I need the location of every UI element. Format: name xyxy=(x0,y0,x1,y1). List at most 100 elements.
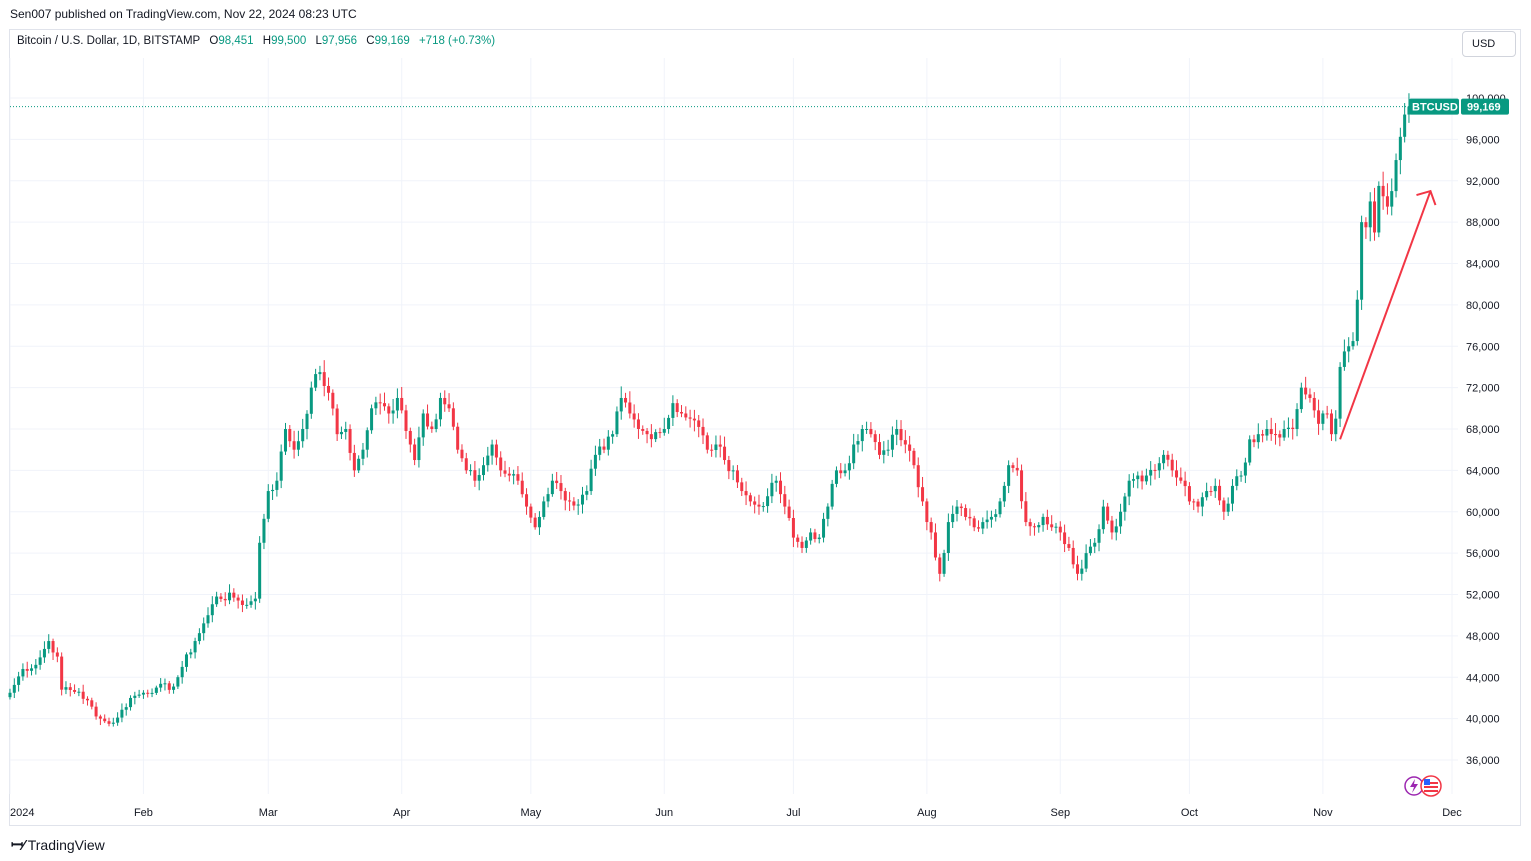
candle-body xyxy=(951,513,955,523)
candle-body xyxy=(860,429,864,442)
candle-body xyxy=(1136,475,1140,480)
change-value: +718 (+0.73%) xyxy=(418,35,496,47)
candle-body xyxy=(141,692,145,695)
candle-body xyxy=(598,446,602,455)
candle-body xyxy=(245,604,249,606)
candle-body xyxy=(748,495,752,502)
candle-body xyxy=(103,718,107,722)
footer-brand[interactable]: ꟷ⁄ TradingView xyxy=(11,835,105,855)
x-tick-label: Sep xyxy=(1051,807,1071,819)
candle-body xyxy=(374,402,378,409)
y-tick-label: 68,000 xyxy=(1466,424,1500,436)
candle-body xyxy=(1355,299,1359,342)
candle-body xyxy=(1381,185,1385,197)
candle-body xyxy=(1037,525,1041,528)
candle-body xyxy=(869,428,873,435)
candle-body xyxy=(933,532,937,558)
candle-body xyxy=(826,506,830,519)
candle-body xyxy=(529,506,533,518)
price-tag: BTCUSD 99,169 xyxy=(1409,98,1509,115)
candle-body xyxy=(1390,191,1394,207)
candle-body xyxy=(339,431,343,435)
candle-body xyxy=(994,514,998,517)
candle-body xyxy=(133,695,137,698)
candle-body xyxy=(770,482,774,497)
x-tick-label: Nov xyxy=(1313,807,1333,819)
y-tick-label: 64,000 xyxy=(1466,465,1500,477)
candle-body xyxy=(688,417,692,419)
candle-body xyxy=(395,397,399,411)
candle-body xyxy=(740,482,744,492)
symbol-name[interactable]: Bitcoin / U.S. Dollar, 1D, BITSTAMP xyxy=(17,35,201,47)
candle-body xyxy=(361,449,365,459)
candle-body xyxy=(473,470,477,481)
candle-body xyxy=(1209,491,1213,493)
candle-body xyxy=(1252,439,1256,443)
candle-body xyxy=(38,657,42,665)
candle-body xyxy=(283,429,287,452)
candle-body xyxy=(512,474,516,476)
candle-body xyxy=(679,412,684,414)
candle-body xyxy=(163,683,167,685)
candle-body xyxy=(137,694,141,696)
candle-body xyxy=(253,598,257,602)
candle-body xyxy=(744,491,748,496)
x-tick-label: Mar xyxy=(259,807,278,819)
candle-body xyxy=(236,597,240,601)
candle-body xyxy=(628,402,632,414)
candle-body xyxy=(718,444,722,447)
candle-body xyxy=(146,692,150,694)
candle-body xyxy=(1015,467,1019,471)
candle-body xyxy=(232,592,236,598)
candle-body xyxy=(322,372,326,386)
candle-body xyxy=(981,522,985,529)
price-tag-ticker: BTCUSD xyxy=(1412,102,1458,114)
candle-body xyxy=(219,596,223,599)
x-tick-label: 2024 xyxy=(10,807,34,819)
x-tick-label: Jun xyxy=(655,807,673,819)
candle-body xyxy=(882,450,886,455)
candle-body xyxy=(972,518,976,528)
candle-body xyxy=(1179,477,1183,481)
candle-body xyxy=(1261,434,1265,436)
y-tick-label: 56,000 xyxy=(1466,548,1500,560)
candle-body xyxy=(796,537,800,542)
candle-body xyxy=(1278,434,1282,438)
candle-body xyxy=(417,437,421,461)
candle-body xyxy=(202,623,206,634)
candle-body xyxy=(667,417,671,429)
candle-body xyxy=(568,500,572,502)
candle-body xyxy=(451,408,455,427)
candle-body xyxy=(1304,387,1308,395)
candle-body xyxy=(606,436,610,450)
candle-body xyxy=(447,404,451,409)
candle-body xyxy=(1076,564,1080,574)
candle-body xyxy=(55,652,59,657)
candle-body xyxy=(318,372,322,375)
candle-body xyxy=(494,444,498,458)
candle-body xyxy=(348,429,352,453)
flag-icons[interactable] xyxy=(1404,775,1442,797)
candle-body xyxy=(766,496,770,507)
candle-body xyxy=(292,441,296,450)
candle-body xyxy=(1230,485,1234,504)
currency-button[interactable]: USD xyxy=(1462,31,1516,57)
candle-body xyxy=(124,707,128,710)
candle-body xyxy=(641,429,645,431)
candle-body xyxy=(1299,387,1303,410)
candle-body xyxy=(968,516,972,519)
candle-body xyxy=(899,429,903,441)
candle-body xyxy=(843,470,847,474)
candle-body xyxy=(804,540,808,548)
candle-body xyxy=(1166,454,1170,460)
candle-body xyxy=(985,519,989,523)
candle-body xyxy=(636,419,640,429)
candle-body xyxy=(890,434,894,450)
candle-body xyxy=(1403,114,1407,137)
candle-body xyxy=(817,537,821,540)
candle-body xyxy=(959,506,963,509)
candle-body xyxy=(21,668,25,677)
candle-body xyxy=(839,470,843,474)
y-tick-label: 40,000 xyxy=(1466,714,1500,726)
